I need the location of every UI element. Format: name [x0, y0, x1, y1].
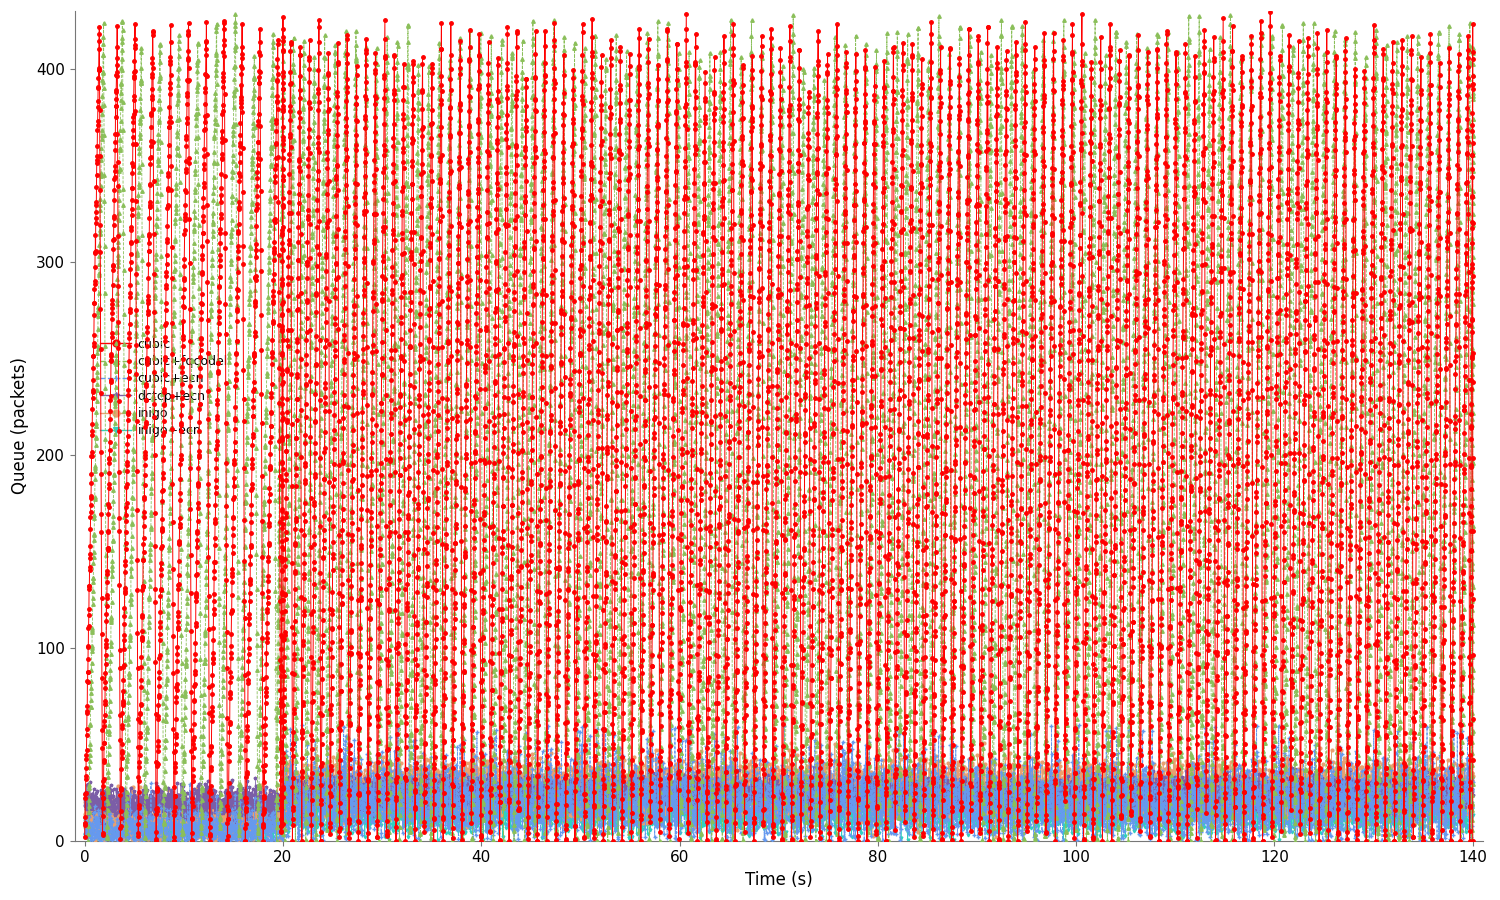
inigo+ecn [1198, 805, 1216, 815]
cubic [147, 835, 165, 846]
Line: cubic+ecn: cubic+ecn [82, 723, 1474, 842]
cubic [815, 452, 833, 463]
cubic+ecn [1410, 814, 1428, 824]
inigo+ecn [1410, 806, 1428, 817]
cubic+ecn [662, 720, 680, 731]
inigo [1410, 765, 1428, 776]
inigo [1198, 794, 1216, 805]
cubic [316, 378, 334, 389]
inigo+ecn [525, 795, 543, 806]
Line: inigo+ecn: inigo+ecn [84, 778, 1474, 842]
cubic+fqcodel [978, 356, 996, 367]
Line: inigo: inigo [84, 737, 1474, 842]
X-axis label: Time (s): Time (s) [746, 871, 813, 889]
cubic+fqcodel [1386, 248, 1404, 259]
inigo [466, 784, 484, 795]
Legend: cubic, cubic+fqcodel, cubic+ecn, dctcp+ecn, inigo, inigo+ecn: cubic, cubic+fqcodel, cubic+ecn, dctcp+e… [94, 333, 232, 443]
inigo+ecn [1164, 773, 1182, 784]
cubic [116, 644, 134, 654]
inigo [525, 788, 543, 799]
cubic [1299, 50, 1317, 61]
cubic+fqcodel [80, 835, 98, 846]
dctcp+ecn [466, 790, 484, 801]
Line: cubic: cubic [82, 11, 1474, 842]
cubic [1262, 7, 1280, 18]
Line: cubic+fqcodel: cubic+fqcodel [87, 13, 1474, 842]
inigo [75, 822, 93, 832]
inigo+ecn [75, 820, 93, 831]
cubic+ecn [213, 835, 231, 846]
cubic+ecn [890, 783, 908, 794]
Y-axis label: Queue (packets): Queue (packets) [10, 357, 28, 494]
inigo+ecn [466, 826, 484, 837]
dctcp+ecn [75, 801, 93, 812]
dctcp+ecn [140, 822, 158, 832]
cubic+fqcodel [1136, 273, 1154, 284]
cubic+fqcodel [1398, 112, 1416, 122]
cubic+ecn [75, 817, 93, 828]
cubic [674, 359, 692, 370]
inigo [1464, 770, 1482, 781]
cubic+fqcodel [226, 9, 244, 20]
cubic [1464, 835, 1482, 846]
inigo+ecn [1118, 807, 1136, 818]
inigo+ecn [888, 806, 906, 816]
Line: dctcp+ecn: dctcp+ecn [82, 765, 1474, 829]
inigo [1118, 791, 1136, 802]
dctcp+ecn [1410, 802, 1428, 813]
cubic+ecn [525, 788, 543, 798]
dctcp+ecn [1198, 788, 1216, 798]
cubic+ecn [1198, 814, 1216, 824]
inigo [890, 803, 908, 814]
inigo+ecn [159, 835, 177, 846]
cubic+fqcodel [1464, 835, 1482, 846]
dctcp+ecn [1118, 788, 1136, 799]
dctcp+ecn [888, 786, 906, 796]
cubic+ecn [466, 751, 484, 761]
inigo [516, 734, 534, 744]
dctcp+ecn [525, 792, 543, 803]
inigo [207, 835, 225, 846]
dctcp+ecn [1460, 761, 1478, 772]
cubic+ecn [1118, 786, 1136, 796]
dctcp+ecn [1464, 790, 1482, 801]
cubic [75, 832, 93, 842]
inigo+ecn [1464, 810, 1482, 821]
cubic+ecn [1464, 777, 1482, 788]
cubic+fqcodel [950, 75, 968, 86]
cubic [180, 62, 198, 73]
cubic+fqcodel [1464, 130, 1482, 141]
